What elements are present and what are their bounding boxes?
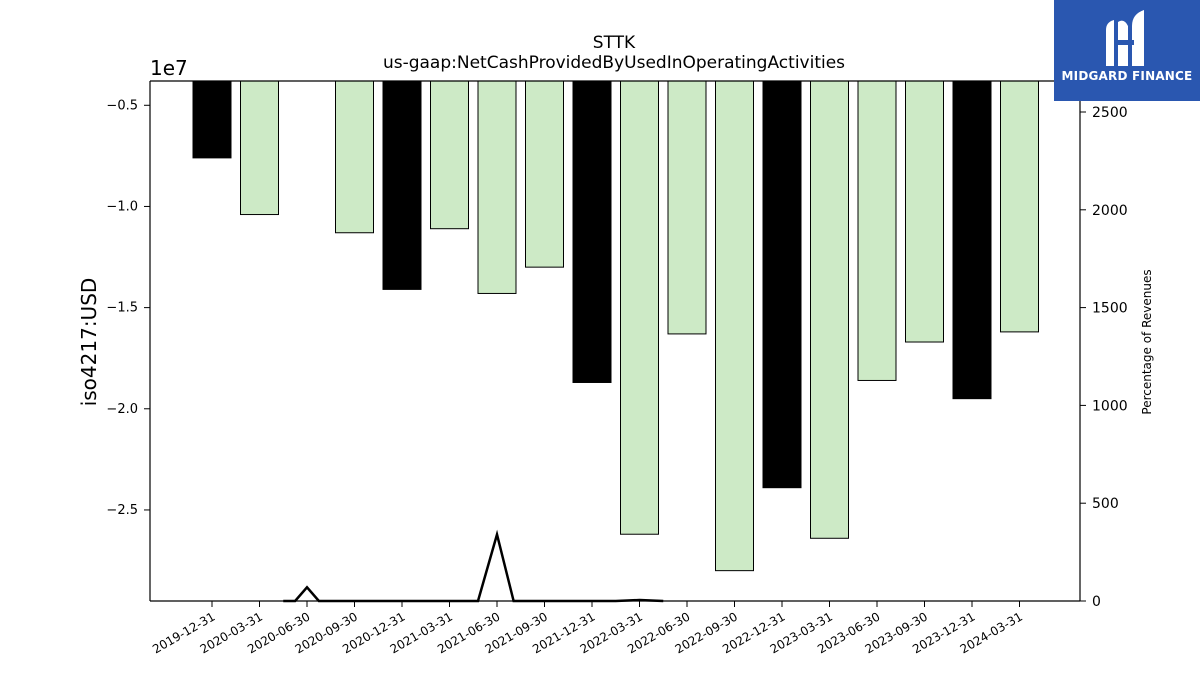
bar-2021-03-31 bbox=[430, 80, 469, 230]
y2-tick-label: 1500 bbox=[1092, 301, 1128, 317]
y-tick-label: −1.5 bbox=[106, 301, 138, 316]
y-tick-label: −0.5 bbox=[106, 98, 138, 113]
bar-2021-09-30 bbox=[525, 80, 564, 268]
bar-2020-12-31 bbox=[382, 80, 422, 290]
line-group bbox=[283, 529, 664, 603]
bar-2023-03-31 bbox=[810, 80, 849, 539]
y-tick-label: −2.5 bbox=[106, 503, 138, 518]
y2-tick-label: 1000 bbox=[1092, 398, 1128, 414]
bar-2020-09-30 bbox=[335, 80, 374, 234]
bar-2022-06-30 bbox=[667, 80, 707, 335]
y-tick-label: −1.0 bbox=[106, 199, 138, 214]
bar-2023-09-30 bbox=[905, 80, 944, 343]
y2-tick-label: 0 bbox=[1092, 594, 1101, 610]
y2-axis-label: Percentage of Revenues bbox=[1140, 269, 1154, 414]
bar-2021-12-31 bbox=[572, 80, 612, 383]
y2-tick-label: 2500 bbox=[1092, 105, 1128, 121]
y-offset-label: 1e7 bbox=[150, 56, 188, 80]
logo-mark-icon bbox=[1106, 10, 1144, 66]
bar-2022-09-30 bbox=[715, 80, 754, 572]
bar-2022-03-31 bbox=[620, 80, 659, 535]
bar-2023-06-30 bbox=[857, 80, 897, 381]
y-axis-label: iso4217:USD bbox=[77, 278, 101, 407]
chart-subtitle: us-gaap:NetCashProvidedByUsedInOperating… bbox=[383, 53, 845, 73]
midgard-finance-logo: MIDGARD FINANCE bbox=[1054, 0, 1200, 101]
bars-group bbox=[192, 80, 1039, 572]
bar-2022-12-31 bbox=[762, 80, 802, 489]
chart-title: STTK bbox=[593, 33, 636, 53]
y2-tick-label: 2000 bbox=[1092, 203, 1128, 219]
bar-2021-06-30 bbox=[477, 80, 517, 294]
bar-2020-03-31 bbox=[240, 80, 279, 216]
y-tick-label: −2.0 bbox=[106, 402, 138, 417]
bar-2024-03-31 bbox=[1000, 80, 1039, 333]
bar-2019-12-31 bbox=[192, 80, 232, 159]
y2-tick-label: 500 bbox=[1092, 496, 1119, 512]
percentage-line bbox=[283, 529, 664, 603]
bar-2023-12-31 bbox=[952, 80, 992, 400]
logo-text: MIDGARD FINANCE bbox=[1061, 69, 1193, 83]
